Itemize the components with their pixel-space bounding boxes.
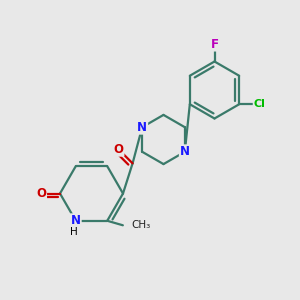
Text: O: O [36,187,46,200]
Text: Cl: Cl [254,99,266,109]
Text: CH₃: CH₃ [131,220,151,230]
Text: F: F [211,38,218,51]
Text: N: N [71,214,81,227]
Text: H: H [70,227,78,237]
Text: N: N [180,145,190,158]
Text: N: N [137,121,147,134]
Text: O: O [113,143,124,156]
